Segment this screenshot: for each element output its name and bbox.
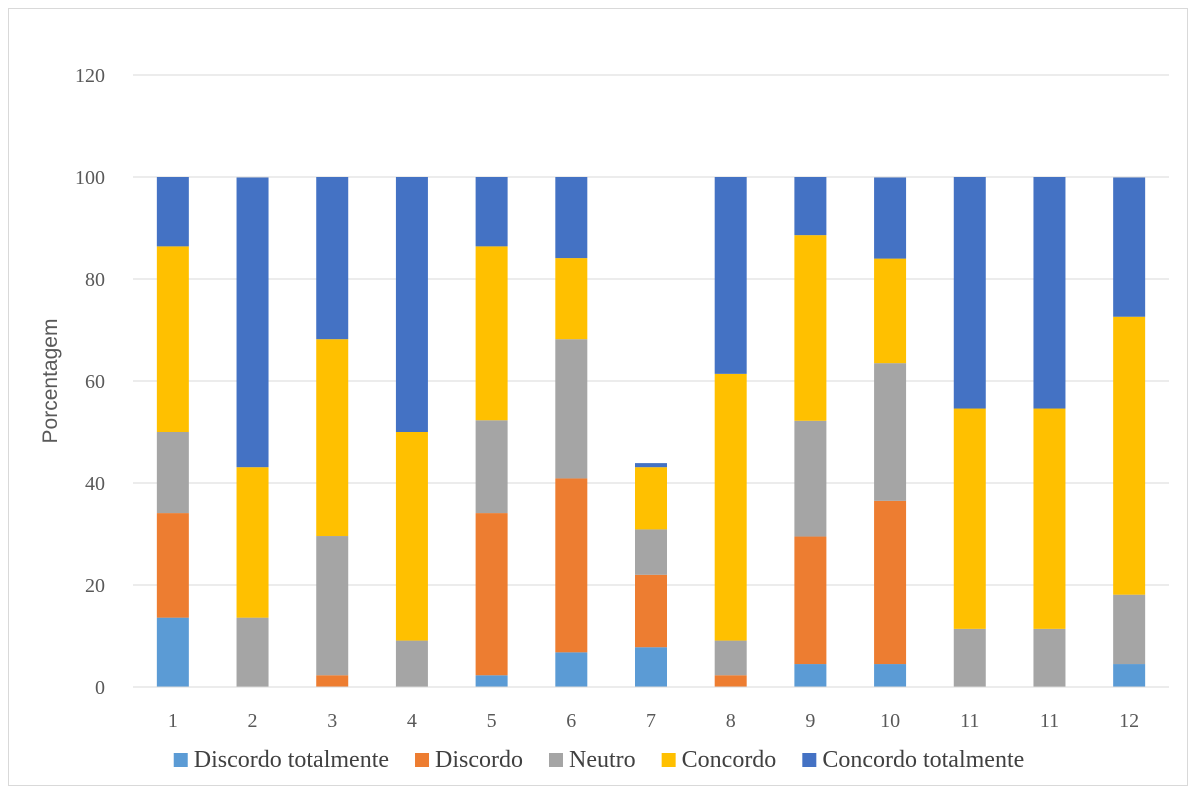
legend-label: Discordo totalmente — [194, 747, 389, 773]
legend-swatch — [662, 753, 676, 767]
y-tick-label: 120 — [75, 65, 105, 87]
bar-segment — [157, 513, 189, 618]
bar-segment — [1033, 629, 1065, 687]
bar-segment — [555, 339, 587, 478]
bar-segment — [396, 177, 428, 432]
bar-segment — [954, 629, 986, 687]
x-tick-label: 10 — [880, 710, 900, 732]
bar-segment — [396, 432, 428, 641]
bar-segment — [715, 641, 747, 676]
bar-segment — [157, 432, 189, 513]
bar-segment — [476, 513, 508, 675]
bar-segment — [874, 501, 906, 664]
y-axis-title: Porcentagem — [39, 319, 62, 444]
bar-segment — [555, 258, 587, 339]
bar-segment — [1113, 595, 1145, 664]
x-tick-label: 4 — [407, 710, 417, 732]
bar-segment — [635, 529, 667, 574]
bar-segment — [794, 421, 826, 537]
legend-item: Neutro — [549, 747, 636, 773]
bar-segment — [874, 259, 906, 364]
bar-segment — [476, 420, 508, 513]
bar-segment — [794, 177, 826, 235]
legend-swatch — [802, 753, 816, 767]
x-tick-label: 8 — [726, 710, 736, 732]
bar-segment — [794, 664, 826, 687]
x-tick-label: 11 — [960, 710, 979, 732]
bar-segment — [316, 339, 348, 536]
legend-label: Discordo — [435, 747, 523, 773]
bar-segment — [1113, 178, 1145, 317]
legend-swatch — [549, 753, 563, 767]
chart-frame: 0 20 40 60 80 100 120 1 2 3 4 5 6 7 8 9 10 11 11 12 Porcenta… — [8, 8, 1188, 786]
y-tick-label: 0 — [95, 677, 105, 699]
bar-segment — [874, 664, 906, 687]
x-tick-label: 9 — [805, 710, 815, 732]
bar-segment — [954, 409, 986, 629]
bar-segment — [237, 467, 269, 617]
x-tick-label: 5 — [487, 710, 497, 732]
legend-item: Discordo — [415, 747, 523, 773]
bar-segment — [476, 675, 508, 687]
x-tick-label: 2 — [248, 710, 258, 732]
y-tick-label: 40 — [85, 473, 105, 495]
bar-segment — [476, 177, 508, 246]
bar-segment — [555, 478, 587, 652]
x-tick-label: 12 — [1119, 710, 1139, 732]
bar-segment — [874, 363, 906, 501]
legend-swatch — [415, 753, 429, 767]
x-tick-label: 3 — [327, 710, 337, 732]
x-tick-label: 1 — [168, 710, 178, 732]
y-tick-label: 80 — [85, 269, 105, 291]
legend-label: Concordo totalmente — [822, 747, 1024, 773]
bar-segment — [555, 652, 587, 687]
legend-label: Neutro — [569, 747, 636, 773]
bar-segment — [157, 618, 189, 687]
legend-item: Discordo totalmente — [174, 747, 389, 773]
x-tick-label: 6 — [566, 710, 576, 732]
legend-swatch — [174, 753, 188, 767]
legend: Discordo totalmente Discordo Neutro Concord… — [174, 747, 1025, 773]
legend-item: Concordo totalmente — [802, 747, 1024, 773]
bar-segment — [316, 536, 348, 675]
bar-segment — [715, 675, 747, 687]
bar-segment — [396, 641, 428, 687]
bar-segment — [635, 575, 667, 647]
x-tick-label: 7 — [646, 710, 656, 732]
bar-segment — [635, 647, 667, 687]
bar-segment — [794, 537, 826, 665]
y-tick-label: 60 — [85, 371, 105, 393]
legend-item: Concordo — [662, 747, 777, 773]
bar-segment — [316, 177, 348, 339]
bar-segment — [715, 374, 747, 641]
bar-segment — [874, 178, 906, 259]
bar-segment — [157, 246, 189, 432]
bar-segment — [954, 177, 986, 409]
bars — [157, 177, 1145, 687]
bar-segment — [157, 177, 189, 246]
y-tick-label: 100 — [75, 167, 105, 189]
bar-segment — [1033, 177, 1065, 409]
bar-segment — [555, 177, 587, 258]
bar-segment — [476, 246, 508, 420]
bar-segment — [1113, 664, 1145, 687]
bar-segment — [635, 467, 667, 529]
bar-segment — [1113, 317, 1145, 595]
bar-segment — [316, 675, 348, 687]
bar-segment — [715, 177, 747, 374]
legend-label: Concordo — [682, 747, 777, 773]
bar-segment — [635, 463, 667, 467]
bar-segment — [1033, 409, 1065, 629]
bar-segment — [237, 178, 269, 468]
y-tick-label: 20 — [85, 575, 105, 597]
bar-segment — [794, 235, 826, 421]
bar-segment — [237, 618, 269, 687]
x-tick-label: 11 — [1040, 710, 1059, 732]
